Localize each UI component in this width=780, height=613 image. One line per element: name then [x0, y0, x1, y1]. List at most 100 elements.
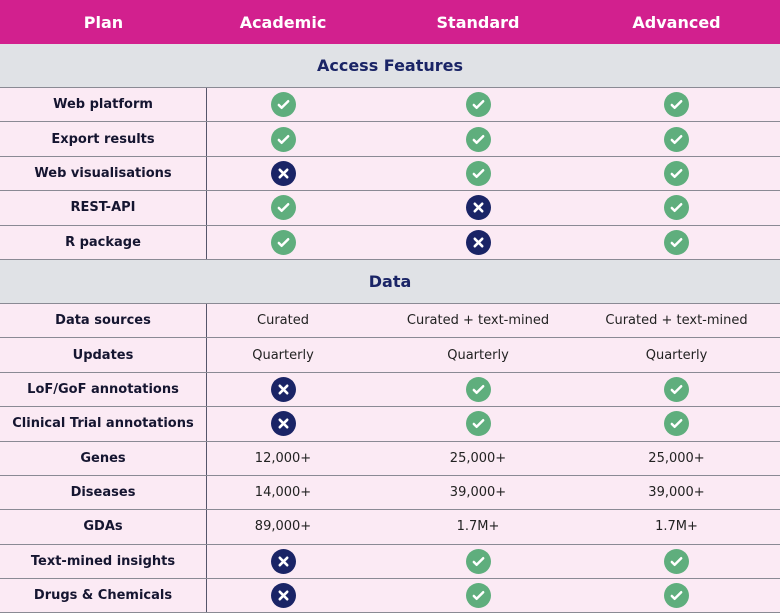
table-cell: [359, 545, 597, 578]
table-cell: [359, 373, 597, 406]
table-cell: [359, 407, 597, 440]
cell-value: Curated + text-mined: [605, 313, 748, 329]
section-header: Data: [0, 259, 780, 304]
cell-value: Quarterly: [645, 347, 708, 363]
section-header: Access Features: [0, 44, 780, 88]
table-cell: Curated + text-mined: [597, 304, 780, 337]
table-row: Clinical Trial annotations: [0, 407, 780, 442]
table-row: Text-mined insights: [0, 544, 780, 580]
check-icon: [664, 195, 689, 221]
cell-value: 12,000+: [254, 450, 312, 466]
table-row: Updates Quarterly Quarterly Quarterly: [0, 338, 780, 373]
row-label: GDAs: [0, 510, 207, 544]
check-icon: [270, 195, 296, 221]
check-icon: [465, 548, 491, 574]
row-label: LoF/GoF annotations: [0, 372, 207, 407]
table-cell: 39,000+: [359, 476, 597, 509]
cell-value: Curated: [257, 313, 309, 329]
table-cell: 25,000+: [359, 442, 597, 475]
header-row: Plan Academic Standard Advanced: [0, 0, 780, 44]
table-cell: [207, 373, 359, 406]
check-icon: [465, 583, 491, 609]
cell-value: 25,000+: [648, 450, 705, 466]
check-icon: [664, 229, 689, 255]
row-label: Drugs & Chemicals: [0, 579, 207, 613]
table-cell: Curated + text-mined: [359, 304, 597, 337]
table-cell: 12,000+: [207, 442, 359, 475]
check-icon: [270, 229, 296, 255]
row-label: Clinical Trial annotations: [0, 407, 207, 441]
table-cell: 25,000+: [597, 442, 780, 475]
row-label: Diseases: [0, 475, 207, 510]
table-cell: [597, 373, 780, 406]
table-row: Genes 12,000+ 25,000+ 25,000+: [0, 441, 780, 476]
cell-value: 25,000+: [449, 450, 507, 466]
table-cell: [597, 407, 780, 440]
row-label: Data sources: [0, 303, 207, 338]
cell-value: 1.7M+: [655, 519, 698, 535]
check-icon: [664, 92, 689, 118]
cell-value: 39,000+: [449, 485, 507, 501]
table-cell: [207, 122, 359, 155]
table-cell: [597, 545, 780, 578]
table-cell: 1.7M+: [359, 510, 597, 543]
table-cell: [207, 407, 359, 440]
table-cell: [359, 191, 597, 224]
cell-value: Quarterly: [252, 347, 314, 363]
check-icon: [664, 160, 689, 186]
row-label: Web visualisations: [0, 156, 207, 191]
table-row: Web visualisations: [0, 156, 780, 192]
header-advanced: Advanced: [632, 12, 721, 32]
table-cell: Quarterly: [359, 338, 597, 371]
row-label: Updates: [0, 338, 207, 372]
cross-icon: [270, 160, 296, 186]
cell-value: Quarterly: [447, 347, 509, 363]
table-row: Export results: [0, 122, 780, 157]
row-label: R package: [0, 225, 207, 259]
table-cell: [207, 545, 359, 578]
table-cell: [597, 88, 780, 121]
table-cell: Curated: [207, 304, 359, 337]
row-label: Export results: [0, 122, 207, 156]
check-icon: [664, 411, 689, 437]
header-plan: Plan: [83, 12, 124, 32]
cell-value: 1.7M+: [456, 519, 500, 535]
check-icon: [465, 160, 491, 186]
table-cell: 89,000+: [207, 510, 359, 543]
cell-value: 89,000+: [254, 519, 312, 535]
table-cell: Quarterly: [207, 338, 359, 371]
check-icon: [664, 376, 689, 402]
check-icon: [465, 376, 491, 402]
table-cell: [359, 226, 597, 259]
check-icon: [465, 411, 491, 437]
table-cell: [597, 191, 780, 224]
check-icon: [664, 126, 689, 152]
table-row: Drugs & Chemicals: [0, 579, 780, 613]
cell-value: 14,000+: [254, 485, 312, 501]
row-label: REST-API: [0, 191, 207, 225]
row-label: Text-mined insights: [0, 544, 207, 579]
table-row: R package: [0, 225, 780, 260]
table-cell: 1.7M+: [597, 510, 780, 543]
table-row: Diseases 14,000+ 39,000+ 39,000+: [0, 475, 780, 511]
header-academic: Academic: [239, 12, 327, 32]
table-cell: [207, 579, 359, 612]
table-cell: [597, 579, 780, 612]
cell-value: 39,000+: [648, 485, 705, 501]
check-icon: [664, 548, 689, 574]
table-cell: [207, 191, 359, 224]
check-icon: [270, 126, 296, 152]
check-icon: [270, 92, 296, 118]
table-cell: [597, 226, 780, 259]
table-row: LoF/GoF annotations: [0, 372, 780, 408]
table-row: REST-API: [0, 191, 780, 226]
table-row: Data sources Curated Curated + text-mined C…: [0, 303, 780, 339]
table-cell: [359, 122, 597, 155]
table-cell: [359, 579, 597, 612]
row-label: Web platform: [0, 88, 207, 122]
table-row: GDAs 89,000+ 1.7M+ 1.7M+: [0, 510, 780, 545]
table-cell: [597, 122, 780, 155]
table-cell: [359, 88, 597, 121]
table-cell: 14,000+: [207, 476, 359, 509]
